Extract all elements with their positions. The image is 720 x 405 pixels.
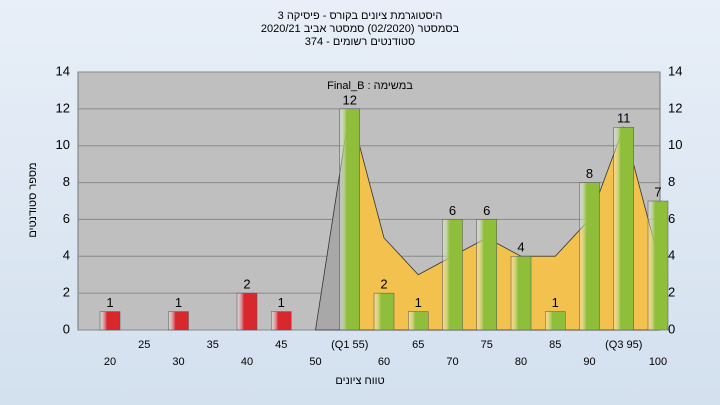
y-tick-label: 6 <box>63 211 70 226</box>
data-label: 7 <box>654 184 661 199</box>
x-tick-label: 25 <box>138 339 150 351</box>
y2-tick-label: 6 <box>668 211 675 226</box>
bar <box>613 127 634 331</box>
data-label: 1 <box>175 295 182 310</box>
y-tick-label: 12 <box>56 100 70 115</box>
data-label: 2 <box>380 277 387 292</box>
data-label: 6 <box>483 203 490 218</box>
data-label: 1 <box>278 295 285 310</box>
bar <box>476 219 497 331</box>
y2-tick-label: 12 <box>668 100 682 115</box>
data-label: 12 <box>343 92 357 107</box>
x-tick-label: 40 <box>241 356 253 368</box>
y2-tick-label: 10 <box>668 137 682 152</box>
bar <box>339 108 360 331</box>
bar <box>373 292 395 331</box>
bar <box>510 256 532 331</box>
x-tick-label: 45 <box>275 339 287 351</box>
data-label: 2 <box>243 277 250 292</box>
y2-tick-label: 4 <box>668 248 675 263</box>
bar <box>236 292 258 331</box>
x-tick-label: (Q1 55) <box>331 339 368 351</box>
y2-tick-label: 8 <box>668 174 675 189</box>
data-label: 6 <box>449 203 456 218</box>
chart-subtitle: בסמסטר (02/2020) סמסטר אביב 2020/21 <box>261 23 460 35</box>
x-tick-label: 70 <box>446 356 458 368</box>
y-tick-label: 10 <box>56 137 70 152</box>
bar <box>408 311 429 331</box>
y-tick-label: 4 <box>63 248 70 263</box>
x-axis-label: טווח ציונים <box>335 375 384 387</box>
x-tick-label: 100 <box>649 356 667 368</box>
bar <box>647 200 669 331</box>
x-tick-label: 90 <box>583 356 595 368</box>
y-tick-label: 14 <box>56 63 70 78</box>
x-tick-label: 20 <box>104 356 116 368</box>
bar <box>545 311 566 331</box>
x-tick-label: 65 <box>412 339 424 351</box>
bar <box>442 219 463 331</box>
x-tick-label: 80 <box>515 356 527 368</box>
bar <box>168 311 189 331</box>
y2-tick-label: 14 <box>668 63 682 78</box>
y-tick-label: 8 <box>63 174 70 189</box>
x-tick-label: 50 <box>309 356 321 368</box>
y2-tick-label: 2 <box>668 285 675 300</box>
x-tick-label: 35 <box>207 339 219 351</box>
x-tick-label: 60 <box>378 356 390 368</box>
x-tick-label: 75 <box>481 339 493 351</box>
chart-title: היסטוגרמת ציונים בקורס - פיסיקה 3 <box>278 10 443 22</box>
annotation: Final_B : במשימה <box>327 80 413 92</box>
bar <box>99 311 121 331</box>
data-label: 1 <box>415 295 422 310</box>
data-label: 11 <box>617 111 631 126</box>
data-label: 4 <box>517 240 524 255</box>
chart-subtitle: סטודנטים רשומים - 374 <box>305 36 416 48</box>
y-axis-label: מספר סטודנטים <box>27 162 39 237</box>
x-tick-label: (Q3 95) <box>605 339 642 351</box>
x-tick-label: 85 <box>549 339 561 351</box>
bar <box>579 182 600 331</box>
y-tick-label: 2 <box>63 285 70 300</box>
data-label: 8 <box>586 166 593 181</box>
x-tick-label: 30 <box>172 356 184 368</box>
y2-tick-label: 0 <box>668 321 675 336</box>
y-tick-label: 0 <box>63 321 70 336</box>
data-label: 1 <box>552 295 559 310</box>
bar <box>271 311 292 331</box>
data-label: 1 <box>106 295 113 310</box>
